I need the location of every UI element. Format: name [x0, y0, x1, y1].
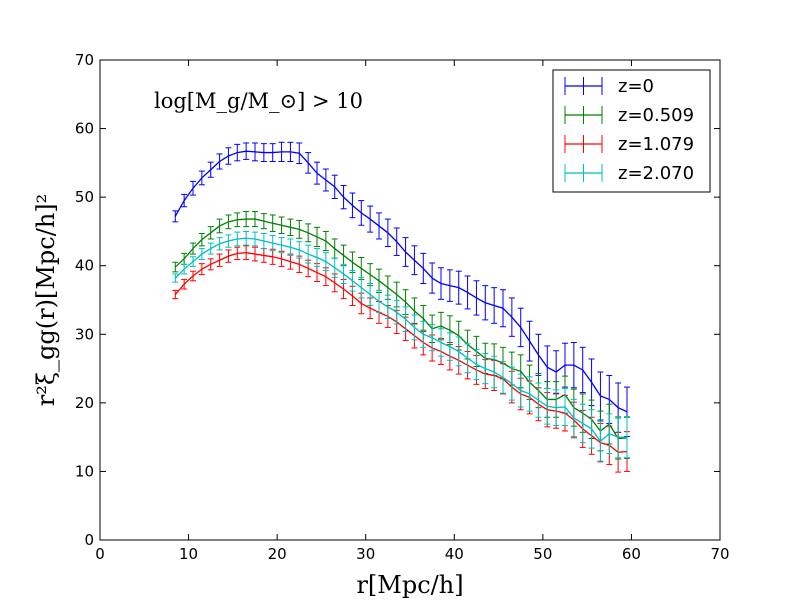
series-layer — [172, 141, 630, 473]
legend-entry: z=2.070 — [564, 163, 694, 184]
x-tick-label: 60 — [622, 545, 641, 563]
legend-entry: z=0.509 — [564, 105, 694, 126]
x-tick-label: 70 — [710, 545, 729, 563]
x-tick-label: 40 — [445, 545, 464, 563]
x-tick-label: 10 — [179, 545, 198, 563]
y-axis-label: r²ξ_gg(r)[Mpc/h]² — [32, 194, 60, 407]
x-axis-label: r[Mpc/h] — [356, 571, 463, 599]
series-line — [174, 218, 628, 440]
legend: z=0 z=0.509 z=1.079 z=2.070 — [552, 69, 711, 193]
legend-box — [552, 69, 711, 193]
legend-entry: z=1.079 — [564, 134, 694, 155]
series-line — [174, 252, 628, 453]
y-tick-label: 70 — [75, 51, 94, 69]
y-tick-label: 60 — [75, 120, 94, 138]
legend-label: z=0 — [618, 76, 654, 97]
y-tick-label: 50 — [75, 188, 94, 206]
x-tick-label: 0 — [95, 545, 105, 563]
y-tick-label: 20 — [75, 394, 94, 412]
series-3 — [172, 230, 630, 462]
legend-label: z=1.079 — [618, 134, 694, 155]
y-tick-label: 30 — [75, 325, 94, 343]
y-tick-label: 0 — [84, 531, 94, 549]
y-tick-label: 10 — [75, 462, 94, 480]
error-bar — [172, 210, 179, 223]
y-tick-label: 40 — [75, 257, 94, 275]
series-line — [174, 237, 627, 443]
x-tick-label: 50 — [533, 545, 552, 563]
ticks-layer: 0 10 20 30 40 50 60 70 0 10 20 30 40 50 60 70 — [75, 51, 730, 563]
annotation: log[M_g/M_⊙] > 10 — [154, 89, 363, 113]
x-tick-label: 20 — [268, 545, 287, 563]
legend-label: z=2.070 — [618, 163, 694, 184]
legend-label: z=0.509 — [618, 105, 694, 126]
x-tick-label: 30 — [356, 545, 375, 563]
series-line — [174, 150, 628, 413]
legend-entry: z=0 — [564, 76, 654, 97]
series-1 — [172, 211, 630, 460]
axes-frame — [99, 59, 721, 541]
series-0 — [172, 141, 630, 437]
series-2 — [172, 245, 630, 473]
